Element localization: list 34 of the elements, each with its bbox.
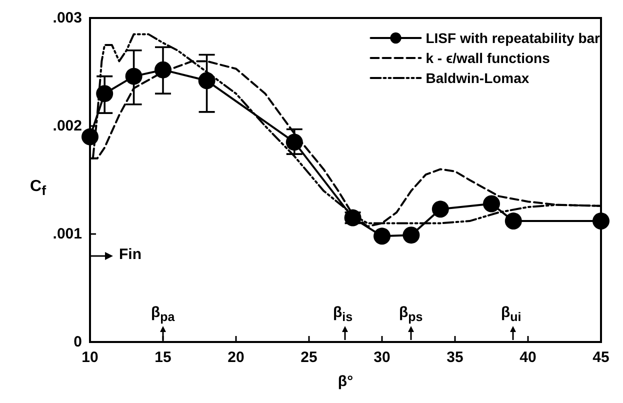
x-tick-label: 40 (520, 349, 536, 366)
legend-label: LISF with repeatability bar (426, 30, 601, 46)
ref-line-label: Fin (118, 246, 142, 263)
legend-label: k - ϵ/wall functions (426, 50, 550, 66)
annotation: β$_{pa}$ (151, 304, 175, 324)
x-tick-label: 30 (374, 349, 390, 366)
point (154, 61, 172, 78)
y-axis-title: C$_{f}$ (30, 178, 46, 198)
x-tick-label: 35 (446, 349, 464, 366)
point (96, 85, 114, 102)
y-tick-label: .003 (52, 10, 82, 26)
x-tick-label: 15 (154, 349, 172, 366)
y-tick-label: .002 (52, 118, 82, 134)
point (402, 226, 420, 244)
point (592, 212, 610, 230)
point (504, 212, 522, 230)
point (125, 68, 142, 85)
annotation: β$_{ui}$ (501, 304, 522, 324)
y-tick-label: 0 (74, 334, 82, 350)
point (374, 228, 390, 245)
point (432, 200, 449, 218)
point (286, 134, 303, 151)
x-axis-title: β° (338, 373, 354, 390)
x-tick-label: 10 (82, 349, 98, 366)
x-tick-label: 25 (300, 349, 318, 366)
x-tick-label: 45 (592, 349, 610, 366)
annotation: β$_{is}$ (333, 304, 353, 324)
point (198, 72, 216, 90)
annotation: β$_{ps}$ (399, 304, 423, 324)
y-tick-label: .001 (52, 226, 82, 242)
point (483, 195, 500, 212)
legend-label: Baldwin-Lomax (426, 70, 530, 86)
point (82, 128, 98, 146)
x-tick-label: 20 (228, 349, 244, 366)
